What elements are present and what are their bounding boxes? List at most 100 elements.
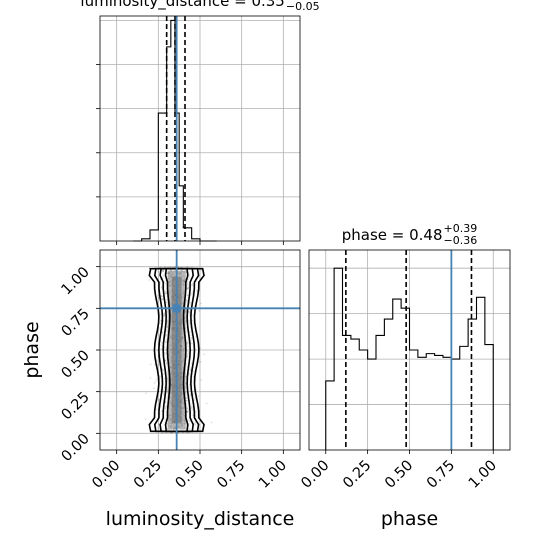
tick-label-y: 0.50 xyxy=(59,348,93,382)
scatter-point xyxy=(186,410,189,413)
scatter-point xyxy=(161,269,164,272)
scatter-point xyxy=(197,395,200,398)
scatter-point xyxy=(192,376,195,378)
scatter-point xyxy=(187,408,190,411)
scatter-point xyxy=(190,339,192,342)
title-lower-error: −0.05 xyxy=(286,0,320,13)
scatter-point xyxy=(164,282,167,285)
scatter-point xyxy=(190,405,192,408)
scatter-point xyxy=(156,349,159,352)
scatter-point xyxy=(187,419,190,422)
scatter-point xyxy=(148,279,151,281)
tick-label-x: 0.25 xyxy=(340,458,374,492)
scatter-point xyxy=(186,283,189,285)
scatter-point xyxy=(155,379,158,382)
scatter-point xyxy=(191,337,193,340)
scatter-point xyxy=(160,345,163,348)
scatter-point xyxy=(186,294,189,297)
scatter-point xyxy=(210,421,213,424)
scatter-point xyxy=(164,291,167,293)
scatter-point xyxy=(164,292,166,295)
scatter-point xyxy=(162,312,165,315)
tick-label-x: 0.75 xyxy=(424,458,458,492)
scatter-point xyxy=(163,346,166,349)
scatter-point xyxy=(187,284,190,287)
label-layer: 0.00 0.000.000.25 0.250.250.50 0.500.500.75… xyxy=(21,0,500,530)
tick-label-y: 0.75 xyxy=(59,306,93,340)
title-luminosity-distance: luminosity_distance = 0.35+0.06−0.05 xyxy=(80,0,319,13)
scatter-point xyxy=(185,271,188,274)
scatter-point xyxy=(163,315,165,317)
scatter-point xyxy=(156,377,159,380)
scatter-point xyxy=(169,269,172,272)
tick-label-x: 0.25 xyxy=(131,458,165,492)
scatter-point xyxy=(203,353,206,356)
title-lower-error: −0.36 xyxy=(444,234,478,247)
tick-label-x: 0.75 xyxy=(214,458,248,492)
scatter-point xyxy=(159,322,162,325)
tick-label-y: 0.00 xyxy=(59,431,93,465)
scatter-point xyxy=(189,428,191,431)
scatter-point xyxy=(189,392,192,395)
scatter-point xyxy=(187,350,189,353)
scatter-point xyxy=(165,362,168,365)
scatter-point xyxy=(186,299,188,302)
scatter-point xyxy=(163,377,166,380)
scatter-point xyxy=(185,423,188,426)
scatter-point xyxy=(186,342,189,345)
scatter-point xyxy=(158,427,160,430)
scatter-point xyxy=(174,265,177,268)
scatter-point xyxy=(189,368,191,371)
scatter-point xyxy=(200,379,203,381)
scatter-point xyxy=(157,270,160,273)
scatter-point xyxy=(189,330,191,333)
scatter-point xyxy=(186,287,189,290)
scatter-point xyxy=(160,294,163,297)
scatter-point xyxy=(165,329,168,332)
scatter-point xyxy=(165,334,168,336)
scatter-point xyxy=(159,327,161,330)
scatter-point xyxy=(187,345,189,348)
scatter-point xyxy=(166,396,168,399)
scatter-point xyxy=(190,334,193,337)
scatter-point xyxy=(145,392,147,395)
scatter-point xyxy=(162,270,164,272)
tick-label-x: 0.00 xyxy=(89,458,123,492)
scatter-point xyxy=(144,418,147,421)
scatter-point xyxy=(195,388,198,391)
scatter-point xyxy=(191,406,193,409)
scatter-point xyxy=(165,292,168,295)
scatter-point xyxy=(199,360,202,363)
title-phase: phase = 0.48 +0.39−0.36 xyxy=(342,222,478,247)
scatter-point xyxy=(169,265,172,268)
scatter-point xyxy=(159,319,162,322)
scatter-point xyxy=(186,355,189,358)
scatter-point xyxy=(165,301,168,304)
scatter-point xyxy=(164,360,167,363)
scatter-point xyxy=(185,299,188,302)
scatter-point xyxy=(153,387,155,390)
tick-label-x: 1.00 xyxy=(256,458,290,492)
scatter-point xyxy=(161,369,164,372)
scatter-point xyxy=(160,295,163,298)
scatter-point xyxy=(193,422,196,425)
scatter-point xyxy=(185,396,188,399)
tick-label-x: 0.50 xyxy=(382,458,416,492)
scatter-point xyxy=(191,319,194,322)
scatter-point xyxy=(172,428,175,431)
scatter-point xyxy=(186,431,189,434)
scatter-point xyxy=(185,363,188,365)
scatter-point xyxy=(165,431,168,434)
scatter-point xyxy=(188,383,191,386)
title-upper-error: +0.06 xyxy=(286,0,320,1)
scatter-point xyxy=(189,301,192,304)
scatter-point xyxy=(191,292,194,295)
scatter-point xyxy=(161,331,164,334)
scatter-point xyxy=(185,399,188,402)
title-upper-error: +0.39 xyxy=(444,222,478,235)
scatter-point xyxy=(163,313,166,316)
scatter-point xyxy=(191,282,194,285)
histogram-top-layer xyxy=(96,15,301,245)
scatter-point xyxy=(191,349,193,352)
